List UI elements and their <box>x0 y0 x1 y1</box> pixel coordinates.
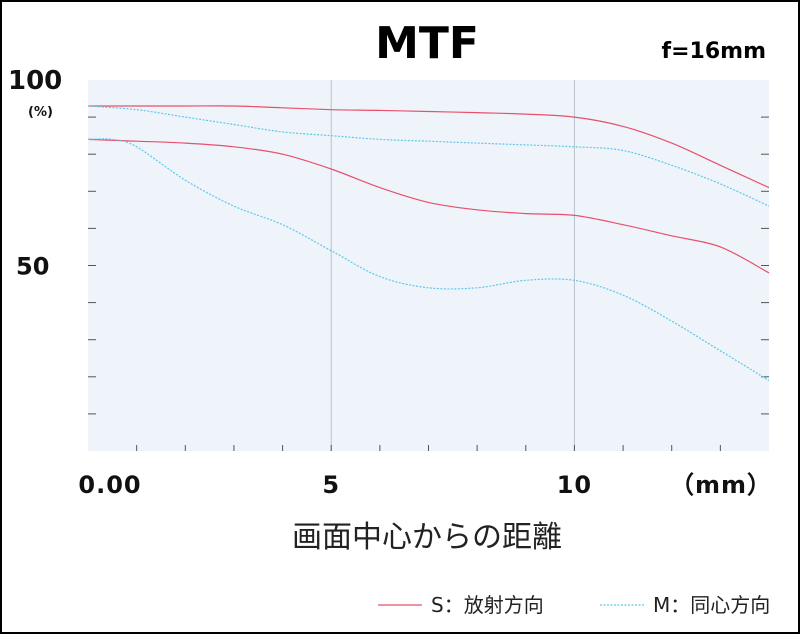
y-axis-unit: (%) <box>28 105 53 120</box>
y-tick-label: 50 <box>16 253 49 281</box>
y-tick-label: 100 <box>8 66 62 96</box>
legend-sagittal-label: S：放射方向 <box>431 593 544 617</box>
focal-length-label: f=16mm <box>662 39 766 64</box>
x-axis-title: 画面中心からの距離 <box>292 520 562 555</box>
series-sagittal-line-0 <box>87 105 770 189</box>
x-tick-label: 5 <box>322 471 340 499</box>
series-meridional-line-3 <box>87 138 770 382</box>
plot-area <box>88 80 769 451</box>
legend-meridional-label: M：同心方向 <box>653 593 770 617</box>
grid-lines <box>330 80 575 451</box>
x-axis-labels: 0.00 5 10 <box>78 471 592 499</box>
legend: S：放射方向 M：同心方向 <box>378 593 770 617</box>
y-axis-labels: 100 50 <box>8 66 62 281</box>
x-axis-unit: （mm） <box>670 471 772 499</box>
series-sagittal-line-1 <box>87 138 770 274</box>
x-tick-label: 0.00 <box>78 471 141 499</box>
series-layer <box>87 105 770 382</box>
x-tick-label: 10 <box>557 471 592 499</box>
series-meridional-line-2 <box>87 105 770 207</box>
chart-title: MTF <box>375 18 479 69</box>
